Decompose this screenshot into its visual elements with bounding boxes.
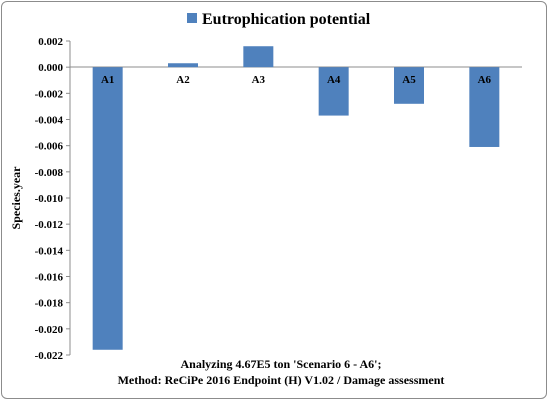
bars (92, 46, 500, 350)
legend-label: Eutrophication potential (202, 11, 371, 28)
y-tick-label: -0.016 (35, 272, 64, 284)
y-tick-label: -0.008 (35, 167, 64, 179)
category-label-a5: A5 (402, 74, 416, 86)
y-axis-ticks: 0.002 0.000 -0.002 -0.004 -0.006 -0.008 -0.010… (35, 36, 70, 362)
y-tick-label: -0.006 (35, 141, 64, 153)
bar-a5 (394, 67, 424, 104)
y-tick-label: -0.004 (35, 115, 64, 127)
bar-a6 (469, 67, 500, 147)
category-label-a3: A3 (252, 74, 266, 86)
y-tick-label: -0.010 (35, 193, 64, 205)
y-tick-label: 0.002 (38, 36, 63, 48)
y-axis-title: Species.year (9, 166, 23, 230)
y-tick-label: 0.000 (38, 62, 63, 74)
bar-a1 (92, 67, 123, 350)
y-tick-label: -0.018 (35, 298, 64, 310)
bar-a3 (243, 46, 274, 68)
y-tick-label: -0.014 (35, 245, 64, 257)
bar-a2 (168, 63, 198, 68)
y-tick-label: -0.022 (35, 350, 64, 362)
category-label-a4: A4 (327, 74, 341, 86)
category-label-a2: A2 (176, 74, 190, 86)
category-label-a6: A6 (478, 74, 492, 86)
category-labels: A1 A2 A3 A4 A5 A6 (101, 74, 492, 86)
legend: Eutrophication potential (187, 11, 371, 28)
x-axis-title-line-2: Method: ReCiPe 2016 Endpoint (H) V1.02 /… (118, 373, 445, 387)
y-tick-label: -0.012 (35, 219, 64, 231)
category-label-a1: A1 (101, 74, 114, 86)
bar-a4 (318, 67, 349, 116)
y-tick-label: -0.020 (35, 324, 64, 336)
legend-swatch (187, 13, 197, 23)
y-tick-label: -0.002 (35, 88, 64, 100)
x-axis-title-line-1: Analyzing 4.67E5 ton 'Scenario 6 - A6'; (180, 357, 381, 371)
